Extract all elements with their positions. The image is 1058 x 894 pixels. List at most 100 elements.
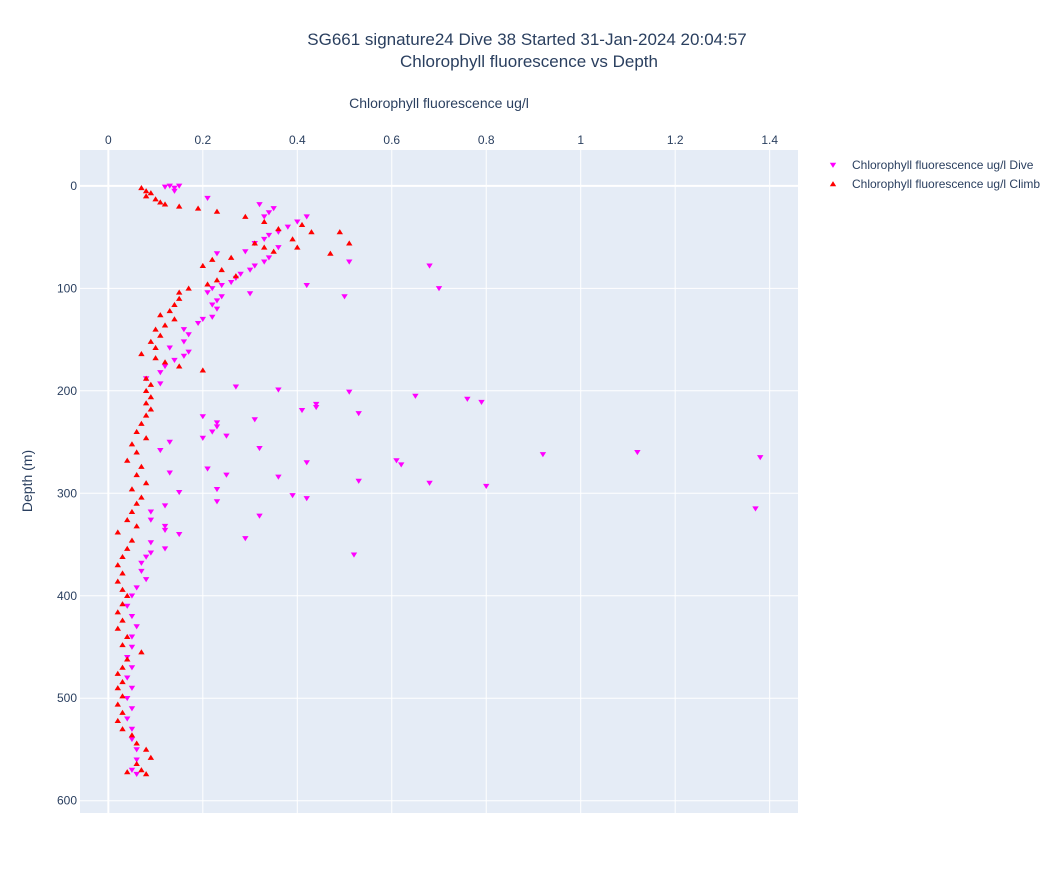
dive-point — [261, 236, 268, 243]
climb-point — [161, 322, 169, 328]
y-axis-title: Depth (m) — [19, 450, 35, 512]
dive-point — [175, 490, 183, 496]
x-tick-label: 1.2 — [667, 133, 684, 147]
dive-point — [294, 219, 301, 225]
climb-point — [138, 649, 145, 655]
dive-point — [204, 290, 211, 296]
climb-point — [218, 267, 225, 273]
dive-point — [209, 314, 216, 320]
dive-point — [246, 291, 254, 297]
dive-point — [223, 433, 230, 439]
climb-point — [161, 201, 169, 207]
climb-point — [232, 273, 240, 279]
dive-point — [261, 259, 268, 265]
climb-point — [142, 771, 150, 777]
dive-point — [133, 585, 140, 591]
x-tick-label: 0.8 — [478, 133, 495, 147]
dive-point — [256, 445, 263, 452]
legend[interactable]: Chlorophyll fluorescence ug/l Dive Chlor… — [829, 158, 1041, 191]
climb-point — [171, 301, 178, 307]
climb-point — [227, 254, 235, 260]
dive-point — [242, 249, 249, 255]
dive-point — [303, 214, 310, 220]
dive-point — [161, 184, 169, 190]
climb-point — [133, 449, 140, 455]
climb-point — [138, 767, 145, 773]
dive-point — [147, 550, 155, 556]
climb-point — [194, 205, 202, 211]
legend-item-climb[interactable]: Chlorophyll fluorescence ug/l Climb — [829, 177, 1041, 191]
dive-point — [284, 224, 292, 230]
dive-point — [199, 414, 207, 420]
dive-point — [303, 283, 310, 289]
dive-point — [270, 206, 277, 212]
dive-point — [227, 279, 235, 286]
dive-point — [180, 327, 188, 333]
dive-point — [133, 747, 140, 753]
y-tick-label: 600 — [57, 794, 77, 808]
climb-point — [119, 601, 126, 607]
climb-point — [147, 406, 155, 412]
dive-point — [312, 404, 320, 411]
dive-point — [256, 202, 263, 208]
legend-marker-climb — [829, 181, 837, 187]
dive-point — [157, 381, 164, 387]
dive-point — [166, 470, 173, 476]
legend-item-dive[interactable]: Chlorophyll fluorescence ug/l Dive — [829, 158, 1034, 172]
climb-point — [114, 625, 121, 631]
dive-point — [209, 286, 216, 292]
dive-point — [256, 513, 263, 519]
dive-point — [128, 644, 136, 650]
dive-point — [265, 232, 273, 238]
dive-point — [204, 466, 211, 472]
gridlines — [80, 150, 798, 813]
dive-point — [175, 532, 183, 538]
climb-point — [142, 480, 150, 486]
climb-point — [138, 185, 145, 191]
dive-point — [213, 306, 221, 312]
climb-point — [147, 394, 155, 400]
dive-point — [223, 472, 230, 478]
dive-point — [171, 357, 178, 363]
dive-point — [142, 554, 150, 560]
climb-point — [114, 717, 121, 724]
y-tick-label: 200 — [57, 384, 77, 398]
dive-point — [128, 634, 136, 640]
climb-point — [171, 316, 178, 322]
dive-point — [435, 286, 443, 292]
dive-point — [346, 389, 353, 395]
y-tick-label: 100 — [57, 281, 77, 295]
climb-point — [147, 190, 155, 196]
climb-point — [147, 338, 155, 344]
y-tick-labels: 0 100 200 300 400 500 600 — [57, 179, 77, 808]
dive-point — [147, 517, 155, 523]
climb-point — [152, 344, 159, 351]
dive-point — [346, 259, 353, 265]
dive-point — [355, 478, 362, 484]
climb-point — [119, 693, 126, 699]
series-1 — [114, 185, 353, 777]
climb-point — [166, 308, 173, 314]
dive-point — [161, 546, 169, 552]
climb-point — [128, 486, 136, 492]
climb-point — [261, 218, 268, 224]
climb-point — [346, 240, 353, 246]
climb-point — [124, 656, 131, 662]
climb-point — [294, 244, 301, 250]
dive-point — [213, 486, 221, 493]
climb-point — [199, 367, 207, 373]
climb-point — [138, 463, 145, 469]
dive-point — [539, 452, 547, 458]
dive-point — [261, 214, 268, 220]
x-tick-label: 1 — [577, 133, 584, 147]
climb-point — [114, 609, 121, 615]
climb-point — [119, 617, 126, 623]
climb-point — [128, 508, 136, 514]
climb-point — [142, 375, 150, 381]
dive-point — [185, 349, 192, 355]
dive-point — [232, 384, 240, 390]
dive-point — [142, 577, 150, 583]
dive-point — [213, 499, 221, 505]
climb-point — [142, 400, 150, 406]
